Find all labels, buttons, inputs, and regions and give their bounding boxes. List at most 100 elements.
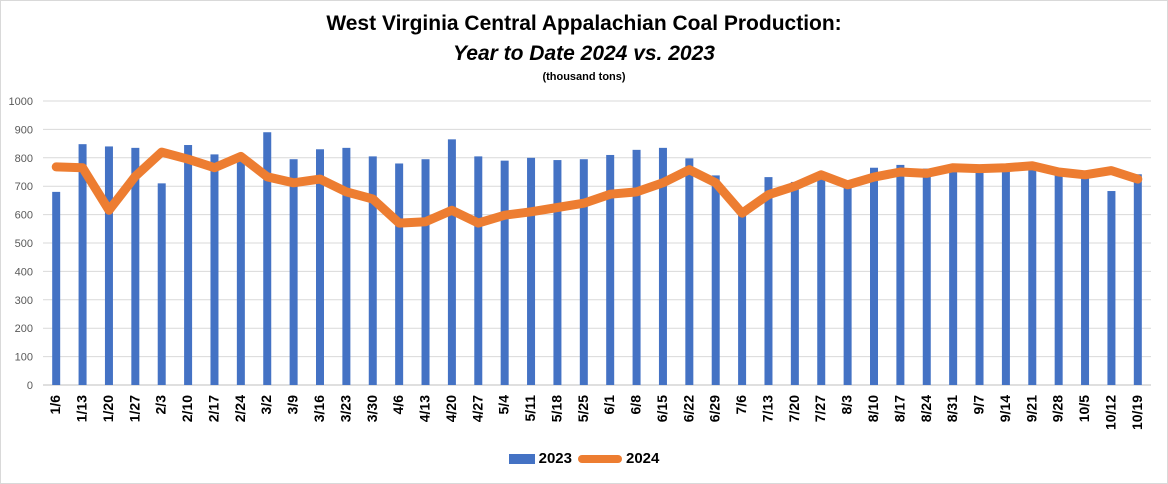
bar-2023 [474, 156, 483, 385]
bar-2023 [1107, 191, 1116, 385]
point-2024 [240, 155, 242, 157]
point-2024 [794, 185, 796, 187]
bar-2023 [263, 132, 272, 385]
point-2024 [715, 182, 717, 184]
x-tick-label: 4/20 [443, 395, 459, 422]
chart-title-line2: Year to Date 2024 vs. 2023 [453, 42, 715, 65]
bar-2023 [131, 147, 140, 385]
bar-2023 [738, 214, 747, 385]
point-2024 [767, 194, 769, 196]
bar-2023 [579, 159, 588, 385]
bar-2023 [421, 159, 430, 385]
x-tick-label: 6/22 [680, 395, 696, 422]
x-tick-label: 4/13 [417, 395, 433, 422]
x-tick-label: 3/2 [258, 395, 274, 415]
point-2024 [741, 212, 743, 214]
x-tick-label: 5/11 [522, 395, 538, 422]
chart-subtitle: (thousand tons) [542, 71, 626, 83]
x-tick-label: 2/3 [153, 395, 169, 415]
x-tick-label: 10/12 [1102, 395, 1118, 430]
x-tick-label: 9/21 [1023, 395, 1039, 422]
y-tick-label: 600 [15, 210, 33, 222]
point-2024 [134, 175, 136, 177]
point-2024 [583, 202, 585, 204]
x-tick-label: 3/9 [285, 395, 301, 415]
bar-2023 [949, 170, 958, 385]
legend-swatch-2023 [508, 453, 535, 464]
bar-2023 [790, 181, 799, 385]
point-2024 [1110, 170, 1112, 172]
bar-2023 [632, 149, 641, 385]
bar-2023 [606, 154, 615, 385]
x-tick-label: 6/29 [707, 395, 723, 422]
x-tick-label: 7/20 [786, 395, 802, 422]
x-tick-label: 6/8 [628, 395, 644, 415]
legend-item-2024: 2024 [578, 450, 659, 467]
point-2024 [899, 171, 901, 173]
point-2024 [609, 193, 611, 195]
legend-item-2023: 2023 [508, 450, 572, 467]
x-tick-label: 8/17 [891, 395, 907, 422]
legend-label-2023: 2023 [538, 450, 572, 467]
point-2024 [847, 184, 849, 186]
line-2024 [51, 147, 1143, 228]
x-tick-label: 3/23 [337, 395, 353, 422]
y-tick-label: 500 [15, 238, 33, 250]
y-tick-label: 200 [15, 323, 33, 335]
x-tick-label: 8/24 [918, 395, 934, 422]
bar-2023 [922, 168, 931, 385]
x-tick-label: 5/18 [548, 395, 564, 422]
bar-2023 [896, 164, 905, 385]
y-tick-label: 700 [15, 181, 33, 193]
point-2024 [530, 211, 532, 213]
x-tick-label: 3/16 [311, 395, 327, 422]
x-tick-label: 5/25 [575, 395, 591, 422]
y-tick-label: 0 [27, 380, 33, 392]
x-tick-label: 10/19 [1129, 395, 1145, 430]
point-2024 [345, 191, 347, 193]
y-tick-label: 100 [15, 352, 33, 364]
chart-title: West Virginia Central Appalachian Coal P… [326, 12, 842, 35]
x-tick-label: 7/27 [812, 395, 828, 422]
x-tick-label: 8/3 [839, 395, 855, 415]
bar-2023 [289, 159, 298, 385]
point-2024 [187, 158, 189, 160]
bar-2023 [975, 169, 984, 385]
x-tick-label: 3/30 [364, 395, 380, 422]
y-tick-label: 1000 [9, 96, 33, 108]
x-tick-label: 6/15 [654, 395, 670, 422]
bar-2023 [52, 191, 61, 385]
x-tick-label: 7/13 [759, 395, 775, 422]
x-tick-label: 9/14 [997, 395, 1013, 422]
bar-2023 [817, 178, 826, 385]
bar-2023 [658, 147, 667, 385]
bar-2023 [711, 175, 720, 385]
point-2024 [1058, 171, 1060, 173]
bar-2023 [1133, 174, 1142, 385]
point-2024 [161, 151, 163, 153]
legend-label-2024: 2024 [626, 450, 660, 467]
x-tick-label: 1/6 [47, 395, 63, 415]
point-2024 [55, 166, 57, 168]
y-tick-label: 400 [15, 266, 33, 278]
bar-2023 [527, 157, 536, 385]
point-2024 [213, 167, 215, 169]
x-tick-label: 9/28 [1050, 395, 1066, 422]
legend: 2023 2024 [0, 450, 1168, 467]
x-tick-label: 7/6 [733, 395, 749, 415]
x-tick-label: 8/31 [944, 395, 960, 422]
point-2024 [952, 167, 954, 169]
x-tick-label: 5/4 [496, 395, 512, 415]
bar-2023 [1001, 168, 1010, 385]
x-tick-label: 4/6 [390, 395, 406, 415]
point-2024 [1031, 165, 1033, 167]
y-tick-label: 800 [15, 153, 33, 165]
x-tick-label: 1/27 [126, 395, 142, 422]
x-tick-label: 1/20 [100, 395, 116, 422]
point-2024 [636, 191, 638, 193]
point-2024 [266, 176, 268, 178]
bar-2023 [316, 149, 324, 385]
point-2024 [979, 168, 981, 170]
x-tick-label: 9/7 [971, 395, 987, 415]
